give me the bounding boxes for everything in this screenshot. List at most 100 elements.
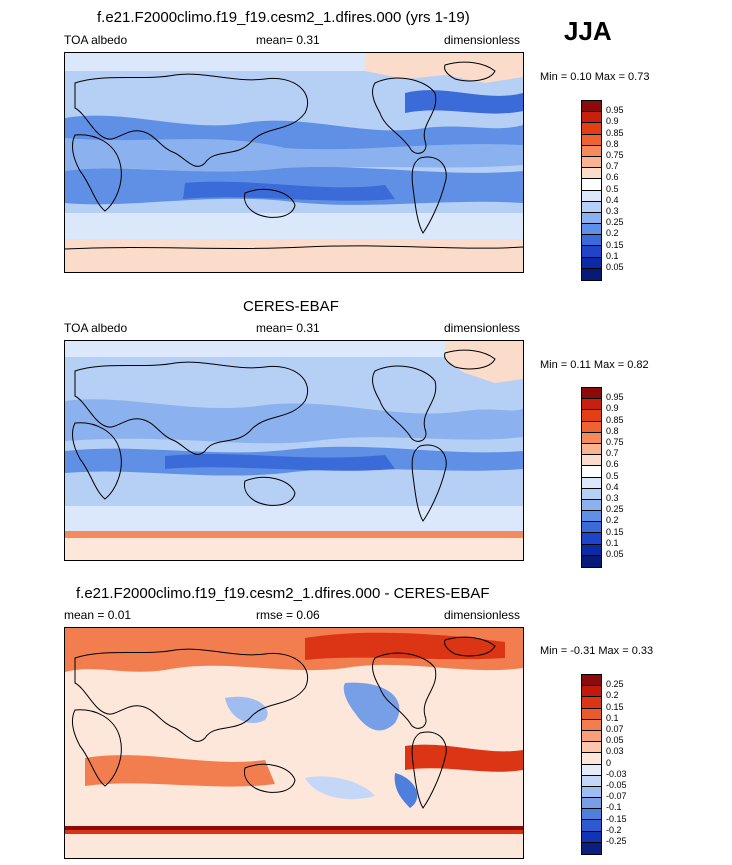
panel-1-map [64, 52, 524, 273]
colorbar-tick-label: 0.9 [606, 403, 619, 414]
colorbar-tick-label: 0.95 [606, 105, 624, 116]
panel-2-title: CERES-EBAF [243, 298, 339, 315]
colorbar-tick-label: 0.75 [606, 437, 624, 447]
panel-2-colorbar [581, 387, 602, 568]
colorbar-tick-label: 0.25 [606, 679, 624, 690]
colorbar-swatch [582, 809, 601, 821]
colorbar-tick-label: -0.1 [606, 802, 622, 813]
colorbar-swatch [582, 235, 601, 247]
colorbar-swatch [582, 742, 601, 754]
panel-1-title: f.e21.F2000climo.f19_f19.cesm2_1.dfires.… [97, 9, 470, 26]
season-label: JJA [564, 16, 612, 46]
colorbar-tick-label: 0 [606, 757, 612, 768]
colorbar-swatch [582, 842, 601, 854]
colorbar-swatch [582, 179, 601, 191]
colorbar-swatch [582, 686, 601, 698]
colorbar-swatch [582, 555, 601, 567]
colorbar-tick-label: 0.2 [606, 228, 619, 239]
colorbar-swatch [582, 257, 601, 269]
panel-2-map-canvas [65, 341, 523, 560]
colorbar-swatch [582, 443, 601, 456]
panel-1-minmax: Min = 0.10 Max = 0.73 [540, 71, 650, 83]
colorbar-tick-label: 0.1 [606, 537, 619, 548]
colorbar-swatch [582, 156, 601, 169]
colorbar-swatch [582, 499, 601, 512]
colorbar-swatch [582, 421, 601, 433]
colorbar-swatch [582, 511, 601, 523]
colorbar-tick-label: 0.05 [606, 549, 624, 559]
panel-2-units-label: dimensionless [444, 321, 521, 335]
panel-2-variable-label: TOA albedo [64, 321, 128, 335]
colorbar-tick-label: 0.03 [606, 746, 624, 757]
panel-1-map-canvas [65, 53, 523, 272]
colorbar-tick-label: 0.9 [606, 116, 619, 127]
colorbar-tick-label: -0.05 [606, 780, 627, 790]
colorbar-swatch [582, 488, 601, 500]
colorbar-swatch [582, 388, 601, 400]
colorbar-swatch [582, 101, 601, 113]
colorbar-tick-label: 0.05 [606, 262, 624, 272]
colorbar-tick-label: 0.5 [606, 183, 619, 194]
colorbar-tick-label: 0.85 [606, 414, 624, 425]
colorbar-tick-label: 0.3 [606, 493, 619, 503]
colorbar-swatch [582, 719, 601, 731]
colorbar-swatch [582, 432, 601, 444]
colorbar-swatch [582, 466, 601, 478]
panel-1-mean-label: mean= 0.31 [256, 33, 320, 47]
panel-2-minmax: Min = 0.11 Max = 0.82 [540, 359, 649, 371]
panel-1-variable-label: TOA albedo [64, 33, 128, 47]
colorbar-swatch [582, 410, 601, 422]
colorbar-tick-label: 0.25 [606, 504, 624, 515]
panel-3-map-canvas [65, 628, 523, 858]
panel-2-map [64, 340, 524, 561]
colorbar-swatch [582, 455, 601, 467]
colorbar-swatch [582, 246, 601, 258]
colorbar-tick-label: 0.8 [606, 425, 619, 436]
colorbar-swatch [582, 544, 601, 556]
colorbar-tick-label: 0.1 [606, 250, 619, 261]
panel-3-mean-label: mean = 0.01 [64, 608, 132, 622]
colorbar-swatch [582, 820, 601, 832]
colorbar-tick-label: 0.7 [606, 448, 619, 459]
colorbar-tick-label: 0.5 [606, 470, 619, 481]
colorbar-tick-label: 0.3 [606, 206, 619, 216]
colorbar-swatch [582, 212, 601, 225]
colorbar-swatch [582, 798, 601, 810]
colorbar-tick-label: 0.4 [606, 481, 619, 492]
colorbar-tick-label: -0.2 [606, 824, 622, 835]
panel-3-colorbar [581, 674, 602, 855]
colorbar-swatch [582, 477, 601, 489]
panel-1-units-label: dimensionless [444, 33, 521, 47]
colorbar-swatch [582, 399, 601, 411]
colorbar-swatch [582, 145, 601, 157]
colorbar-tick-label: 0.6 [606, 459, 619, 470]
colorbar-tick-label: 0.95 [606, 392, 624, 403]
colorbar-swatch [582, 708, 601, 720]
colorbar-swatch [582, 112, 601, 124]
colorbar-swatch [582, 268, 601, 280]
colorbar-tick-label: 0.1 [606, 712, 619, 723]
colorbar-tick-label: 0.7 [606, 161, 619, 172]
colorbar-swatch [582, 753, 601, 765]
colorbar-swatch [582, 190, 601, 202]
colorbar-tick-label: -0.15 [606, 813, 627, 824]
colorbar-tick-label: 0.25 [606, 217, 624, 228]
colorbar-tick-label: 0.8 [606, 138, 619, 149]
panel-2-mean-label: mean= 0.31 [256, 321, 320, 335]
panel-3-map [64, 627, 524, 859]
colorbar-tick-label: 0.2 [606, 690, 619, 701]
colorbar-tick-label: 0.2 [606, 515, 619, 526]
colorbar-swatch [582, 522, 601, 534]
colorbar-swatch [582, 831, 601, 843]
colorbar-swatch [582, 533, 601, 545]
panel-3-units-label: dimensionless [444, 608, 521, 622]
colorbar-swatch [582, 697, 601, 709]
colorbar-swatch [582, 764, 601, 776]
colorbar-tick-label: 0.15 [606, 239, 624, 250]
colorbar-tick-label: -0.25 [606, 836, 627, 846]
colorbar-tick-label: -0.07 [606, 791, 627, 802]
colorbar-swatch [582, 168, 601, 180]
colorbar-swatch [582, 786, 601, 799]
colorbar-tick-label: -0.03 [606, 768, 627, 779]
colorbar-tick-label: 0.6 [606, 172, 619, 183]
